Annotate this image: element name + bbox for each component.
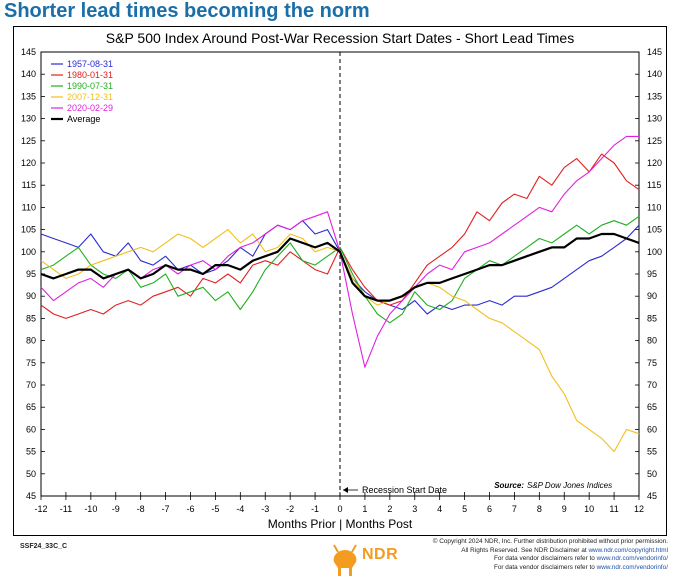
y-tick-label-right: 70	[647, 380, 657, 390]
source-text: S&P Dow Jones Indices	[527, 481, 612, 490]
y-tick-label-left: 50	[26, 469, 36, 479]
copyright-line-4: For data vendor disclaimers refer to www…	[433, 564, 668, 573]
y-tick-label-right: 95	[647, 269, 657, 279]
y-tick-label-left: 110	[22, 202, 36, 212]
legend-label: Average	[67, 114, 100, 124]
vendor-info-link-2[interactable]: www.ndr.com/vendorinfo/	[596, 563, 668, 571]
x-tick-label: -3	[261, 504, 269, 514]
y-tick-label-left: 75	[26, 358, 36, 368]
y-tick-label-right: 75	[647, 358, 657, 368]
chart-id: SSF24_33C_C	[20, 543, 68, 550]
copyright-block: © Copyright 2024 NDR, Inc. Further distr…	[433, 538, 668, 572]
vendor-info-link[interactable]: www.ndr.com/vendorinfo/	[596, 555, 668, 563]
legend-label: 1990-07-31	[67, 81, 113, 91]
y-tick-label-left: 70	[26, 380, 36, 390]
y-tick-label-left: 105	[21, 225, 36, 235]
y-tick-label-right: 50	[647, 469, 657, 479]
legend-label: 2007-12-31	[67, 92, 113, 102]
x-axis-label: Months Prior | Months Post	[268, 517, 413, 531]
x-tick-label: 7	[512, 504, 517, 514]
y-tick-label-left: 115	[22, 180, 36, 190]
chart-title: S&P 500 Index Around Post-War Recession …	[105, 30, 575, 46]
y-tick-label-right: 55	[647, 447, 657, 457]
y-tick-label-left: 130	[21, 114, 36, 124]
x-tick-label: 9	[562, 504, 567, 514]
x-tick-label: -4	[236, 504, 244, 514]
chart-frame	[13, 26, 667, 536]
y-tick-label-left: 120	[21, 158, 36, 168]
x-tick-label: -11	[60, 504, 72, 514]
y-tick-label-right: 115	[647, 180, 661, 190]
x-tick-label: -2	[286, 504, 294, 514]
y-tick-label-right: 105	[647, 225, 662, 235]
x-tick-label: -7	[162, 504, 170, 514]
y-tick-label-left: 100	[21, 247, 36, 257]
y-tick-label-left: 85	[26, 313, 36, 323]
x-tick-label: 11	[609, 504, 618, 514]
legend-label: 1980-01-31	[67, 70, 113, 80]
y-tick-label-right: 125	[647, 136, 662, 146]
annotation-arrow-head	[343, 487, 348, 493]
legend-label: 1957-08-31	[67, 59, 113, 69]
x-tick-label: 3	[412, 504, 417, 514]
y-tick-label-right: 60	[647, 424, 657, 434]
x-tick-label: -6	[186, 504, 194, 514]
y-tick-label-left: 55	[26, 447, 36, 457]
x-tick-label: -8	[137, 504, 145, 514]
y-tick-label-left: 140	[21, 69, 36, 79]
ndr-logo-text: NDR	[362, 546, 399, 563]
y-tick-label-left: 135	[21, 91, 36, 101]
y-tick-label-right: 100	[647, 247, 662, 257]
x-tick-label: 5	[462, 504, 467, 514]
legend-label: 2020-02-29	[67, 103, 113, 113]
x-tick-label: 1	[362, 504, 367, 514]
copyright-line-4-text: For data vendor disclaimers refer to	[493, 563, 597, 571]
x-tick-label: -10	[84, 504, 97, 514]
y-tick-label-right: 130	[647, 114, 662, 124]
x-tick-label: -5	[211, 504, 219, 514]
y-tick-label-right: 110	[647, 202, 661, 212]
copyright-link[interactable]: www.ndr.com/copyright.html	[588, 546, 668, 554]
y-tick-label-left: 65	[26, 402, 36, 412]
y-tick-label-right: 90	[647, 291, 657, 301]
y-tick-label-right: 65	[647, 402, 657, 412]
y-tick-label-right: 80	[647, 336, 657, 346]
y-tick-label-left: 45	[26, 491, 36, 501]
y-tick-label-left: 125	[21, 136, 36, 146]
copyright-line-2-text: All Rights Reserved. See NDR Disclaimer …	[461, 546, 589, 554]
y-tick-label-right: 135	[647, 91, 662, 101]
copyright-line-2: All Rights Reserved. See NDR Disclaimer …	[433, 547, 668, 556]
copyright-line-3-text: For data vendor disclaimers refer to	[493, 555, 597, 563]
y-tick-label-right: 140	[647, 69, 662, 79]
recession-start-annotation: Recession Start Date	[362, 485, 447, 495]
y-tick-label-right: 45	[647, 491, 657, 501]
y-tick-label-left: 60	[26, 424, 36, 434]
copyright-line-1: © Copyright 2024 NDR, Inc. Further distr…	[432, 538, 668, 545]
x-tick-label: 8	[537, 504, 542, 514]
x-tick-label: -12	[34, 504, 47, 514]
y-tick-label-left: 145	[21, 47, 36, 57]
ndr-bull-bear-logo-icon	[333, 544, 357, 576]
x-tick-label: -1	[311, 504, 319, 514]
x-tick-label: 6	[487, 504, 492, 514]
y-tick-label-left: 90	[26, 291, 36, 301]
x-tick-label: 2	[387, 504, 392, 514]
copyright-line-3: For data vendor disclaimers refer to www…	[433, 555, 668, 564]
x-tick-label: 12	[634, 504, 644, 514]
y-tick-label-right: 85	[647, 313, 657, 323]
source-label: Source:	[494, 481, 524, 490]
y-tick-label-left: 80	[26, 336, 36, 346]
y-tick-label-left: 95	[26, 269, 36, 279]
x-tick-label: -9	[112, 504, 120, 514]
x-tick-label: 10	[584, 504, 594, 514]
x-tick-label: 4	[437, 504, 442, 514]
headline: Shorter lead times becoming the norm	[4, 0, 370, 22]
y-tick-label-right: 120	[647, 158, 662, 168]
x-tick-label: 0	[337, 504, 342, 514]
y-tick-label-right: 145	[647, 47, 662, 57]
